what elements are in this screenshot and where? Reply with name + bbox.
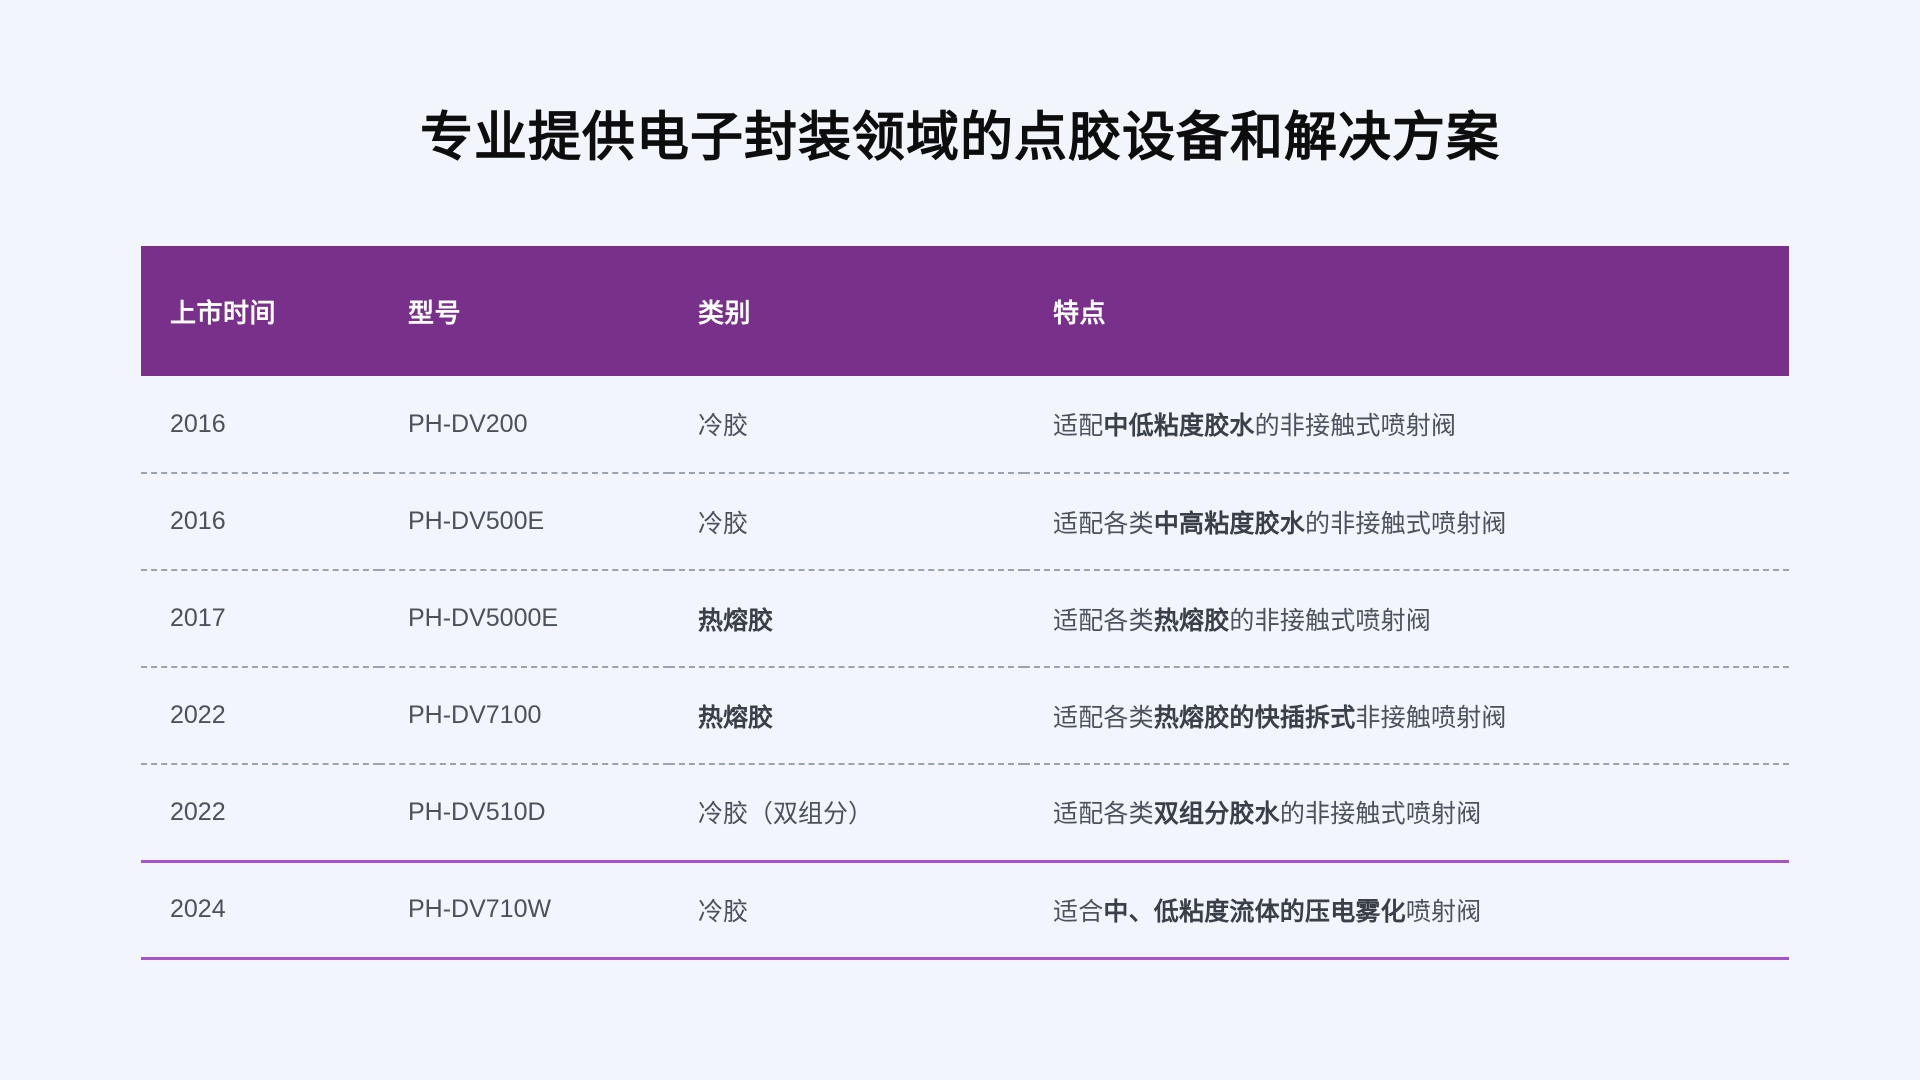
table-row: 2016 PH-DV500E 冷胶 适配各类中高粘度胶水的非接触式喷射阀 [141, 473, 1789, 571]
feature-text: 的非接触式喷射阀 [1279, 800, 1482, 829]
feature-text: 适配各类 [1053, 800, 1154, 829]
cell-model: PH-DV200 [379, 376, 669, 474]
cell-launch-date: 2016 [141, 473, 379, 571]
cell-model: PH-DV500E [379, 473, 669, 571]
feature-emphasis: 中高粘度胶水 [1153, 509, 1306, 538]
cell-feature: 适配各类中高粘度胶水的非接触式喷射阀 [1024, 473, 1789, 571]
cell-model: PH-DV7100 [379, 667, 669, 765]
cell-launch-date: 2017 [141, 570, 379, 668]
feature-text: 非接触喷射阀 [1355, 703, 1507, 732]
cell-category: 冷胶 [669, 376, 1024, 474]
feature-text: 适配各类 [1053, 703, 1154, 732]
feature-text: 适配 [1053, 412, 1104, 440]
column-header-launch-date: 上市时间 [141, 246, 379, 376]
cell-category: 冷胶 [669, 473, 1024, 571]
table-row: 2017 PH-DV5000E 热熔胶 适配各类热熔胶的非接触式喷射阀 [141, 570, 1789, 668]
cell-feature: 适配中低粘度胶水的非接触式喷射阀 [1024, 376, 1789, 474]
cell-model: PH-DV510D [379, 764, 669, 863]
feature-text: 的非接触式喷射阀 [1254, 412, 1457, 440]
feature-emphasis: 热熔胶 [1153, 606, 1230, 635]
feature-emphasis: 中、低粘度流体的压电雾化 [1103, 897, 1406, 926]
cell-category: 热熔胶 [669, 667, 1024, 765]
feature-text: 适配各类 [1053, 509, 1154, 538]
cell-launch-date: 2016 [141, 376, 379, 474]
column-header-category: 类别 [669, 246, 1024, 376]
column-header-feature: 特点 [1024, 246, 1789, 376]
cell-feature: 适配各类热熔胶的快插拆式非接触喷射阀 [1024, 667, 1789, 765]
table-header-row: 上市时间 型号 类别 特点 [141, 246, 1789, 376]
feature-emphasis: 双组分胶水 [1153, 800, 1280, 829]
feature-text: 喷射阀 [1405, 897, 1482, 926]
cell-launch-date: 2022 [141, 667, 379, 765]
feature-emphasis: 中低粘度胶水 [1103, 412, 1255, 440]
table-body: 2016 PH-DV200 冷胶 适配中低粘度胶水的非接触式喷射阀 2016 PH-DV5… [141, 376, 1789, 960]
cell-category: 冷胶（双组分） [669, 764, 1024, 863]
table-header: 上市时间 型号 类别 特点 [141, 246, 1789, 376]
table-row: 2022 PH-DV7100 热熔胶 适配各类热熔胶的快插拆式非接触喷射阀 [141, 667, 1789, 765]
table-row: 2024 PH-DV710W 冷胶 适合中、低粘度流体的压电雾化喷射阀 [141, 861, 1789, 960]
feature-text: 适合 [1053, 897, 1104, 926]
cell-model: PH-DV710W [379, 861, 669, 960]
product-spec-table: 上市时间 型号 类别 特点 2016 PH-DV200 冷胶 适配中低粘度胶水的非接触… [141, 246, 1789, 960]
table-row: 2022 PH-DV510D 冷胶（双组分） 适配各类双组分胶水的非接触式喷射阀 [141, 764, 1789, 863]
page-title: 专业提供电子封装领域的点胶设备和解决方案 [420, 108, 1500, 167]
column-header-model: 型号 [379, 246, 669, 376]
cell-feature: 适合中、低粘度流体的压电雾化喷射阀 [1024, 861, 1789, 960]
product-spec-table-container: 上市时间 型号 类别 特点 2016 PH-DV200 冷胶 适配中低粘度胶水的非接触… [141, 246, 1789, 960]
cell-launch-date: 2022 [141, 764, 379, 863]
cell-launch-date: 2024 [141, 861, 379, 960]
feature-text: 的非接触式喷射阀 [1229, 606, 1432, 635]
table-row: 2016 PH-DV200 冷胶 适配中低粘度胶水的非接触式喷射阀 [141, 376, 1789, 474]
cell-category: 热熔胶 [669, 570, 1024, 668]
cell-category: 冷胶 [669, 861, 1024, 960]
feature-text: 的非接触式喷射阀 [1305, 509, 1507, 538]
feature-emphasis: 热熔胶的快插拆式 [1153, 703, 1356, 732]
cell-feature: 适配各类热熔胶的非接触式喷射阀 [1024, 570, 1789, 668]
cell-model: PH-DV5000E [379, 570, 669, 668]
cell-feature: 适配各类双组分胶水的非接触式喷射阀 [1024, 764, 1789, 863]
feature-text: 适配各类 [1053, 606, 1154, 635]
